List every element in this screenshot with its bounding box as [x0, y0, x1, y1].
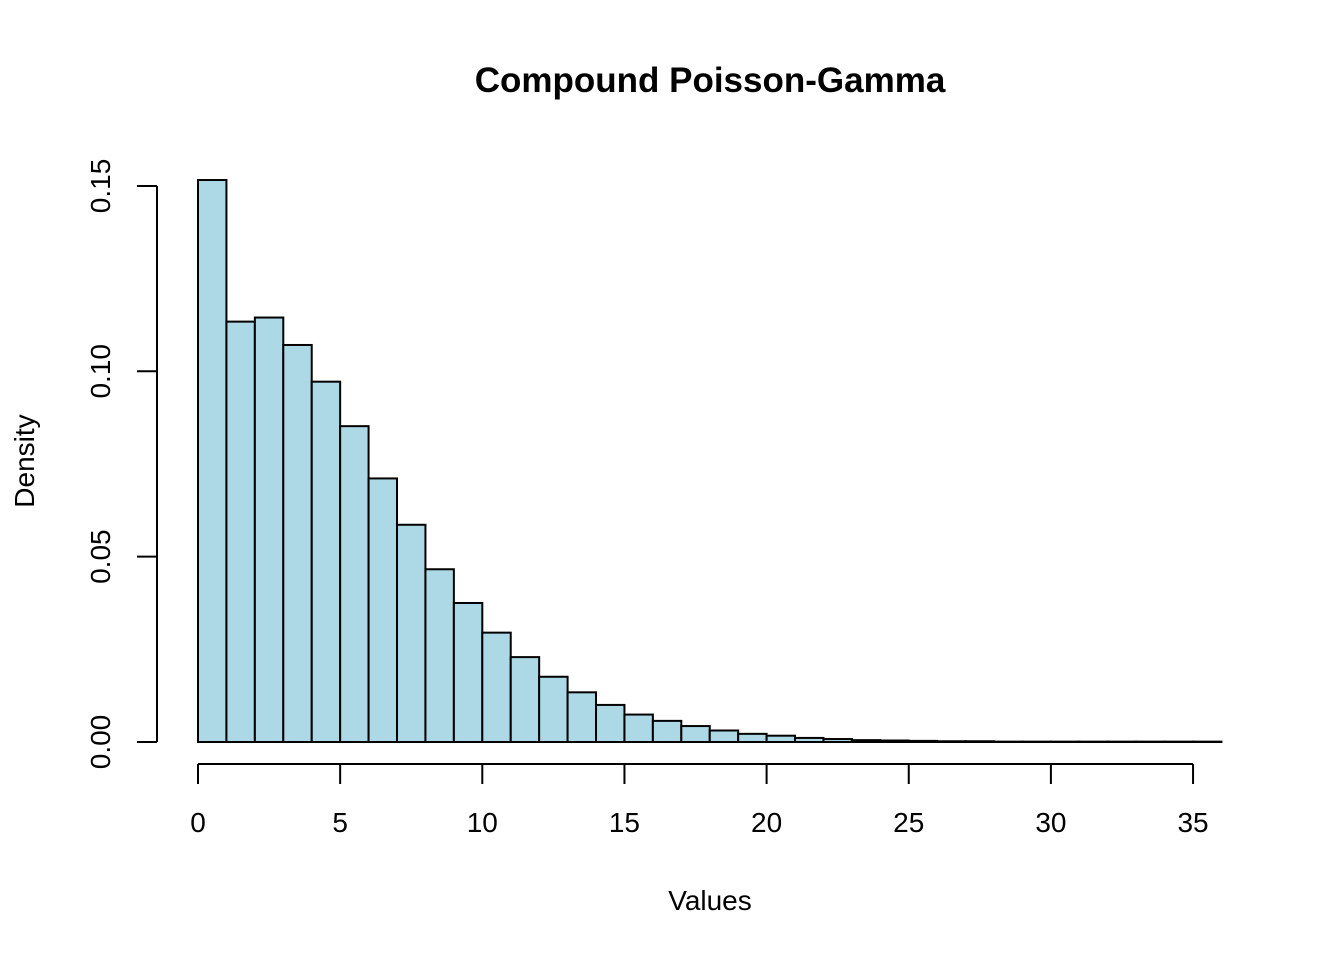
x-tick-label: 5: [332, 807, 348, 838]
histogram-bar: [225, 320, 256, 743]
histogram-bar: [253, 316, 285, 743]
y-tick-label: 0.15: [85, 159, 116, 214]
histogram-bar: [936, 740, 967, 744]
x-tick-label: 10: [467, 807, 498, 838]
y-axis: 0.00 0.05 0.10 0.15: [85, 159, 158, 770]
histogram-bar: [680, 725, 711, 743]
histogram-bar: [538, 675, 569, 743]
x-axis-label: Values: [668, 885, 752, 916]
histogram-bar: [737, 732, 768, 744]
histogram-bar: [310, 380, 342, 743]
histogram-bar: [595, 703, 626, 743]
histogram-bar: [879, 739, 910, 744]
histogram-bar: [822, 738, 853, 744]
histogram-bar: [509, 656, 541, 743]
y-tick-label: 0.05: [85, 529, 116, 584]
histogram-bar: [850, 739, 882, 743]
x-tick-label: 15: [609, 807, 640, 838]
x-tick-label: 30: [1035, 807, 1066, 838]
histogram-bar: [424, 568, 455, 743]
histogram-bar: [452, 601, 484, 743]
histogram-bar: [964, 740, 996, 744]
x-tick-label: 25: [893, 807, 924, 838]
histogram-bar: [623, 713, 654, 743]
histogram-bar: [481, 631, 512, 743]
histogram-bar: [282, 343, 313, 743]
y-tick-label: 0.00: [85, 715, 116, 770]
histogram-bar: [396, 523, 427, 743]
x-axis: 0 5 10 15 20 25 30 35: [190, 763, 1209, 838]
histogram-bar: [651, 719, 683, 744]
y-axis-label: Density: [9, 414, 40, 507]
histogram-bar: [708, 729, 740, 744]
histogram-bar: [765, 734, 797, 744]
histogram-bar: [794, 736, 825, 744]
y-tick-label: 0.10: [85, 344, 116, 399]
x-tick-label: 35: [1177, 807, 1208, 838]
x-tick-label: 0: [190, 807, 206, 838]
histogram-bar: [339, 425, 370, 743]
chart-title: Compound Poisson-Gamma: [475, 61, 946, 100]
histogram-bar: [907, 739, 939, 743]
histogram-bar: [367, 477, 399, 743]
histogram-bar: [197, 179, 228, 743]
bars-group: [197, 179, 1223, 744]
x-tick-label: 20: [751, 807, 782, 838]
histogram-bar: [566, 691, 598, 743]
